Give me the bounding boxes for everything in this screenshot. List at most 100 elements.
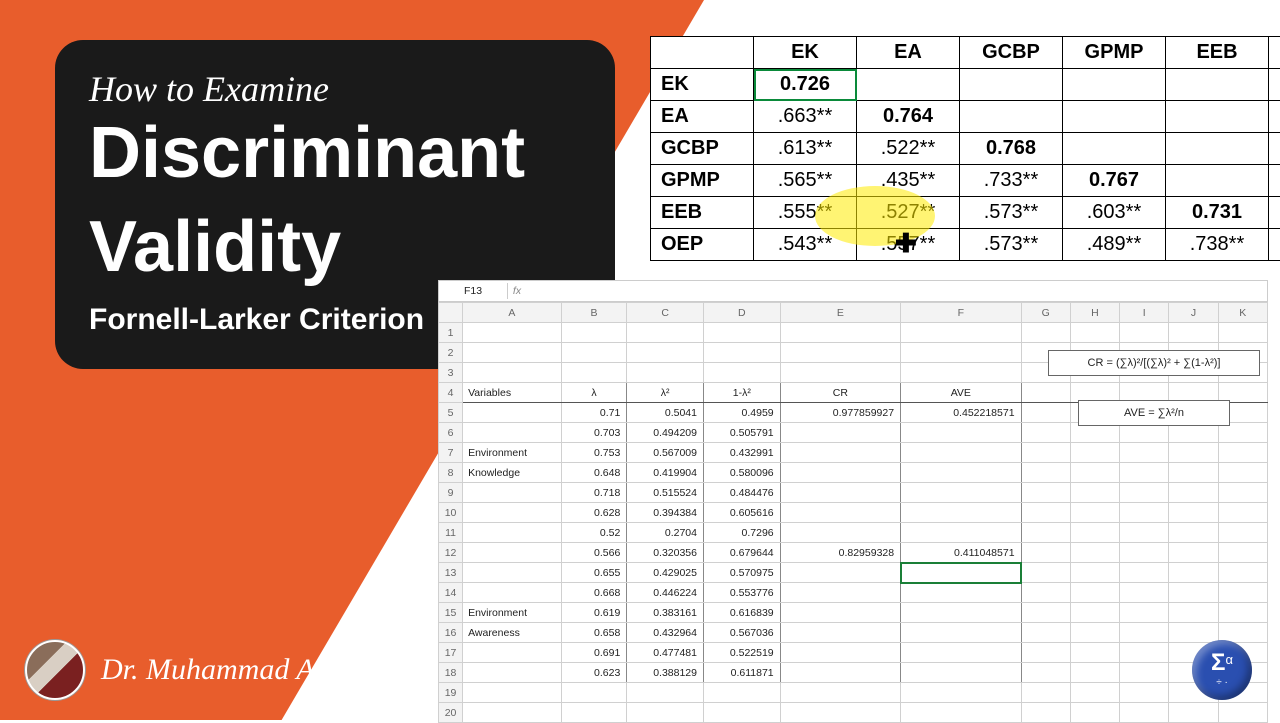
grid-cell[interactable] — [901, 463, 1021, 483]
col-header[interactable]: B — [561, 303, 627, 323]
grid-cell[interactable]: 0.505791 — [703, 423, 780, 443]
grid-cell[interactable]: 0.429025 — [627, 563, 704, 583]
grid-cell[interactable] — [901, 583, 1021, 603]
grid-cell[interactable]: 0.4959 — [703, 403, 780, 423]
grid-cell[interactable] — [627, 683, 704, 703]
grid-cell[interactable]: 0.553776 — [703, 583, 780, 603]
grid-cell[interactable] — [1120, 683, 1169, 703]
grid-cell[interactable]: 0.580096 — [703, 463, 780, 483]
grid-cell[interactable] — [1120, 563, 1169, 583]
grid-cell[interactable] — [901, 683, 1021, 703]
grid-cell[interactable] — [463, 343, 562, 363]
grid-cell[interactable] — [1120, 623, 1169, 643]
grid-cell[interactable]: 0.477481 — [627, 643, 704, 663]
grid-cell[interactable] — [1070, 603, 1119, 623]
grid-cell[interactable] — [627, 323, 704, 343]
row-header[interactable]: 18 — [439, 663, 463, 683]
grid-cell[interactable] — [901, 663, 1021, 683]
grid-cell[interactable] — [463, 403, 562, 423]
grid-cell[interactable]: 0.2704 — [627, 523, 704, 543]
grid-cell[interactable] — [1021, 583, 1070, 603]
row-header[interactable]: 9 — [439, 483, 463, 503]
grid-cell[interactable] — [780, 343, 900, 363]
grid-cell[interactable]: 0.432991 — [703, 443, 780, 463]
grid-cell[interactable] — [780, 663, 900, 683]
grid-cell[interactable] — [780, 463, 900, 483]
grid-cell[interactable] — [1021, 443, 1070, 463]
grid-cell[interactable] — [1021, 603, 1070, 623]
grid-cell[interactable]: 1-λ² — [703, 383, 780, 403]
grid-cell[interactable]: 0.71 — [561, 403, 627, 423]
grid-cell[interactable] — [561, 323, 627, 343]
grid-cell[interactable]: 0.394384 — [627, 503, 704, 523]
grid-cell[interactable]: 0.570975 — [703, 563, 780, 583]
row-header[interactable]: 6 — [439, 423, 463, 443]
grid-cell[interactable] — [463, 503, 562, 523]
name-box[interactable]: F13 — [439, 283, 508, 299]
grid-cell[interactable]: 0.7296 — [703, 523, 780, 543]
grid-cell[interactable] — [1070, 543, 1119, 563]
grid-cell[interactable]: Environment — [463, 603, 562, 623]
grid-cell[interactable] — [1169, 523, 1218, 543]
grid-cell[interactable]: 0.623 — [561, 663, 627, 683]
grid-cell[interactable] — [1070, 503, 1119, 523]
grid-cell[interactable] — [1218, 543, 1267, 563]
grid-cell[interactable]: 0.611871 — [703, 663, 780, 683]
grid-cell[interactable]: 0.320356 — [627, 543, 704, 563]
grid-cell[interactable] — [1169, 323, 1218, 343]
grid-cell[interactable] — [1120, 643, 1169, 663]
grid-cell[interactable]: 0.718 — [561, 483, 627, 503]
grid-cell[interactable] — [1218, 483, 1267, 503]
row-header[interactable]: 13 — [439, 563, 463, 583]
grid-cell[interactable]: 0.628 — [561, 503, 627, 523]
grid-cell[interactable] — [627, 343, 704, 363]
grid-cell[interactable]: 0.411048571 — [901, 543, 1021, 563]
grid-cell[interactable] — [1218, 323, 1267, 343]
grid-cell[interactable] — [1169, 623, 1218, 643]
grid-cell[interactable] — [901, 423, 1021, 443]
col-header[interactable]: J — [1169, 303, 1218, 323]
grid-cell[interactable]: Knowledge — [463, 463, 562, 483]
row-header[interactable]: 15 — [439, 603, 463, 623]
row-header[interactable]: 10 — [439, 503, 463, 523]
grid-cell[interactable]: Awareness — [463, 623, 562, 643]
grid-cell[interactable]: 0.383161 — [627, 603, 704, 623]
grid-cell[interactable] — [1021, 643, 1070, 663]
grid-cell[interactable] — [1120, 523, 1169, 543]
grid-cell[interactable]: 0.691 — [561, 643, 627, 663]
grid-cell[interactable] — [1070, 623, 1119, 643]
grid-cell[interactable] — [1021, 523, 1070, 543]
grid-cell[interactable] — [780, 683, 900, 703]
row-header[interactable]: 11 — [439, 523, 463, 543]
grid-cell[interactable]: 0.655 — [561, 563, 627, 583]
grid-cell[interactable] — [780, 423, 900, 443]
grid-cell[interactable] — [463, 663, 562, 683]
grid-cell[interactable] — [561, 683, 627, 703]
grid-cell[interactable] — [780, 323, 900, 343]
grid-cell[interactable] — [1021, 683, 1070, 703]
grid-cell[interactable]: 0.658 — [561, 623, 627, 643]
grid-cell[interactable] — [1021, 483, 1070, 503]
grid-cell[interactable] — [901, 523, 1021, 543]
grid-cell[interactable] — [1070, 523, 1119, 543]
grid-cell[interactable]: 0.668 — [561, 583, 627, 603]
grid-cell[interactable]: 0.679644 — [703, 543, 780, 563]
grid-cell[interactable] — [901, 343, 1021, 363]
grid-cell[interactable] — [1021, 323, 1070, 343]
grid-cell[interactable]: AVE — [901, 383, 1021, 403]
col-header[interactable]: H — [1070, 303, 1119, 323]
grid-cell[interactable] — [1169, 543, 1218, 563]
grid-cell[interactable]: 0.648 — [561, 463, 627, 483]
grid-cell[interactable] — [780, 503, 900, 523]
grid-cell[interactable]: 0.522519 — [703, 643, 780, 663]
grid-cell[interactable] — [1120, 483, 1169, 503]
row-header[interactable]: 17 — [439, 643, 463, 663]
grid-cell[interactable] — [901, 443, 1021, 463]
grid-cell[interactable]: 0.432964 — [627, 623, 704, 643]
grid-cell[interactable] — [780, 483, 900, 503]
grid-cell[interactable]: 0.566 — [561, 543, 627, 563]
grid-cell[interactable]: 0.452218571 — [901, 403, 1021, 423]
grid-cell[interactable]: 0.567009 — [627, 443, 704, 463]
grid-cell[interactable] — [780, 603, 900, 623]
grid-cell[interactable]: 0.605616 — [703, 503, 780, 523]
